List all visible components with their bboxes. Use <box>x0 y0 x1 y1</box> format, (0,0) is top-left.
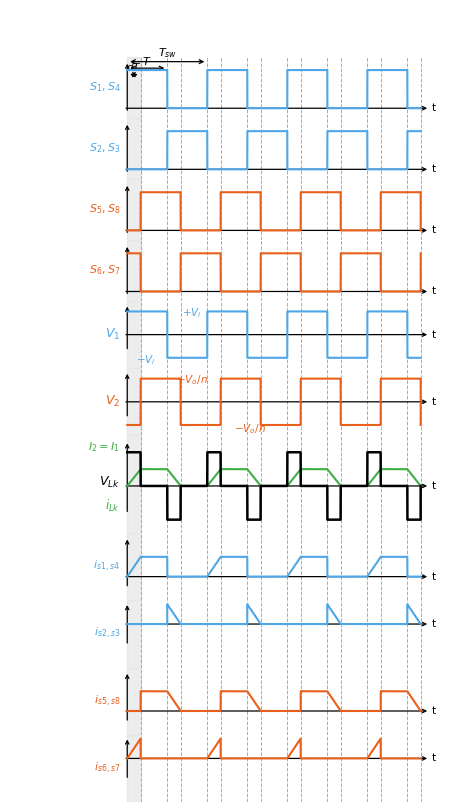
Text: $i_{Lk}$: $i_{Lk}$ <box>105 498 120 514</box>
Bar <box>127 436 141 533</box>
Bar <box>127 117 141 179</box>
Text: $V_1$: $V_1$ <box>105 327 120 342</box>
Text: $T_{sw}$: $T_{sw}$ <box>158 46 177 60</box>
Text: $i_{s5,s8}$: $i_{s5,s8}$ <box>94 693 120 709</box>
Text: $V_2$: $V_2$ <box>105 394 120 409</box>
Text: t: t <box>432 225 436 236</box>
Text: t: t <box>432 706 436 716</box>
Bar <box>127 600 141 667</box>
Bar <box>127 369 141 436</box>
Text: $i_{s1,s4}$: $i_{s1,s4}$ <box>93 559 120 574</box>
Bar <box>127 301 141 369</box>
Text: $I_2 = I_1$: $I_2 = I_1$ <box>89 441 120 454</box>
Text: t: t <box>432 287 436 296</box>
Text: $S_1, S_4$: $S_1, S_4$ <box>89 80 120 94</box>
Text: t: t <box>432 164 436 174</box>
Bar <box>127 179 141 240</box>
Text: t: t <box>432 481 436 491</box>
Text: t: t <box>432 619 436 629</box>
Bar <box>127 57 141 117</box>
Text: t: t <box>432 330 436 339</box>
Text: $V_{Lk}$: $V_{Lk}$ <box>100 475 120 490</box>
Text: $-V_o/n$: $-V_o/n$ <box>234 422 266 436</box>
Bar <box>127 533 141 600</box>
Text: $i_{s6,s7}$: $i_{s6,s7}$ <box>94 761 120 776</box>
Bar <box>127 667 141 735</box>
Text: $S_6, S_7$: $S_6, S_7$ <box>89 263 120 277</box>
Text: t: t <box>432 753 436 763</box>
Text: $S_2, S_3$: $S_2, S_3$ <box>89 142 120 156</box>
Text: $+V_i$: $+V_i$ <box>182 306 201 320</box>
Text: t: t <box>432 103 436 113</box>
Text: $dT$: $dT$ <box>126 62 142 74</box>
Text: t: t <box>432 397 436 407</box>
Text: $-V_i$: $-V_i$ <box>136 353 155 367</box>
Text: $i_{s2,s3}$: $i_{s2,s3}$ <box>94 626 120 642</box>
Text: $T$: $T$ <box>143 55 152 67</box>
Text: $S_5, S_8$: $S_5, S_8$ <box>89 202 120 216</box>
Bar <box>127 735 141 802</box>
Text: t: t <box>432 572 436 582</box>
Bar <box>127 240 141 301</box>
Text: $+V_o/n$: $+V_o/n$ <box>175 373 208 387</box>
